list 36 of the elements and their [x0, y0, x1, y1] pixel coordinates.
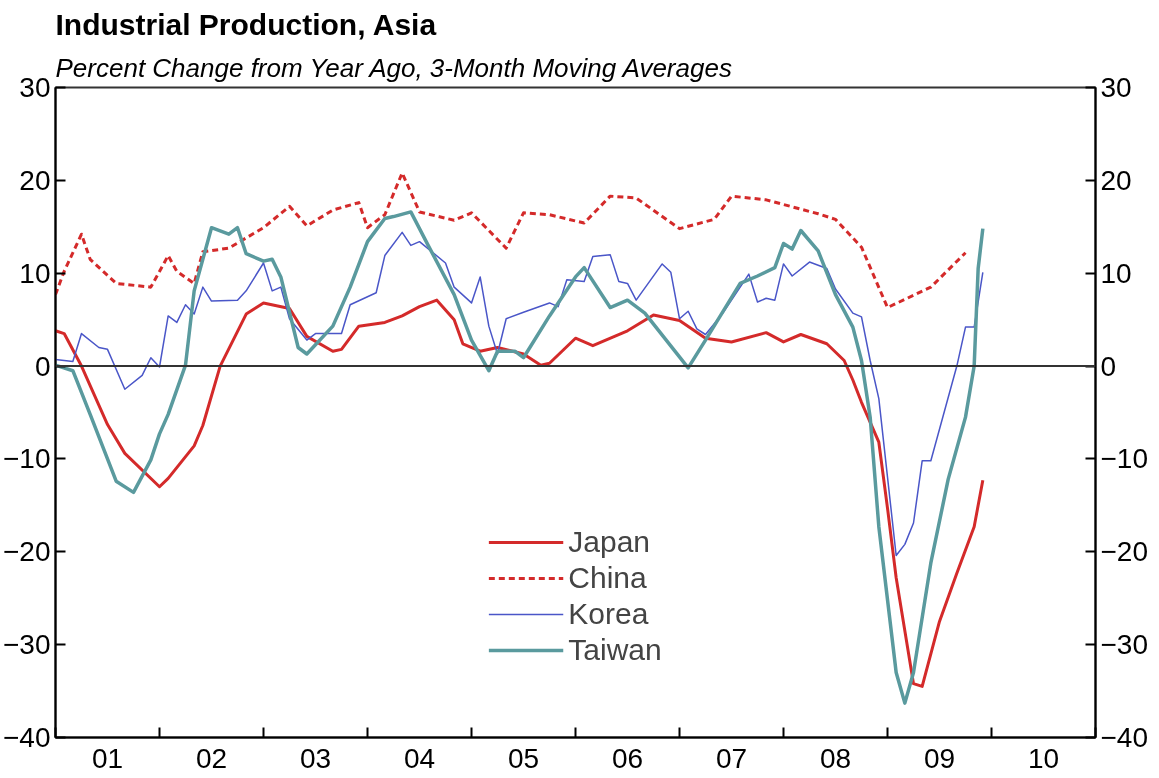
legend-label: Japan	[568, 525, 651, 559]
chart-title: Industrial Production, Asia	[55, 7, 437, 41]
y-tick-label: 30	[19, 72, 51, 103]
x-tick-label: 02	[195, 742, 228, 774]
x-tick-label: 07	[715, 742, 748, 774]
line-series	[55, 298, 985, 688]
y2-tick-label: 0	[1100, 350, 1117, 382]
y2-tick-label: 10	[1100, 257, 1132, 289]
y-tick-label: −40	[3, 722, 51, 753]
y2-tick-label: −30	[1100, 629, 1148, 661]
x-tick-label: 04	[403, 742, 436, 774]
y2-tick-label: −40	[1100, 722, 1148, 753]
x-tick-label: 09	[923, 742, 956, 774]
chart-subtitle: Percent Change from Year Ago, 3-Month Moving Averages	[55, 52, 732, 83]
y2-tick-label: −20	[1100, 536, 1148, 568]
y2-tick-label: 20	[1100, 164, 1132, 196]
y-tick-label: 0	[34, 350, 51, 382]
y-tick-label: −20	[3, 536, 51, 568]
y-tick-label: 20	[19, 164, 51, 196]
x-tick-label: 10	[1027, 742, 1060, 774]
y-tick-label: −30	[3, 629, 51, 661]
line-series	[55, 231, 984, 557]
y-tick-label: −10	[3, 443, 51, 475]
line-series	[55, 171, 967, 310]
legend-label: China	[568, 561, 647, 595]
legend-label: Taiwan	[568, 633, 662, 667]
y2-tick-label: 30	[1100, 72, 1132, 103]
line-series	[55, 210, 985, 705]
x-tick-label: 06	[611, 742, 644, 774]
y2-tick-label: −10	[1100, 443, 1148, 475]
x-tick-label: 05	[507, 742, 540, 774]
legend-label: Korea	[568, 597, 649, 631]
x-tick-label: 01	[91, 742, 124, 774]
x-tick-label: 08	[819, 742, 852, 774]
x-tick-label: 03	[299, 742, 332, 774]
y-tick-label: 10	[19, 257, 51, 289]
